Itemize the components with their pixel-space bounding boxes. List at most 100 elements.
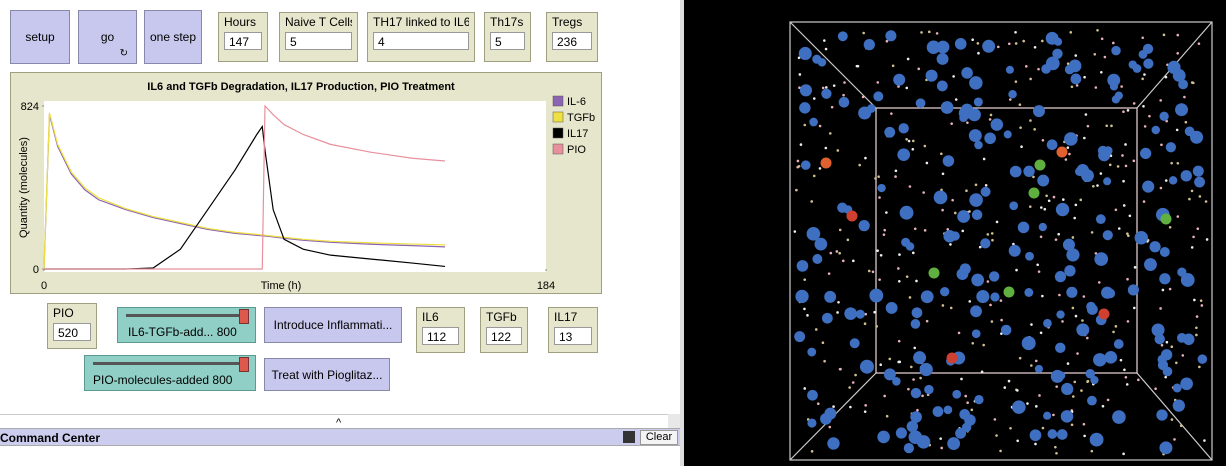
molecule xyxy=(990,320,994,323)
inflammation-button[interactable]: Introduce Inflammati... xyxy=(264,307,402,343)
molecule xyxy=(843,81,846,84)
molecule xyxy=(1179,424,1183,428)
label: Th17s xyxy=(490,15,524,29)
setup-button[interactable]: setup xyxy=(10,10,70,64)
molecule xyxy=(996,45,1000,49)
label: Hours xyxy=(224,15,257,29)
molecule xyxy=(1099,172,1103,175)
molecule xyxy=(882,233,886,236)
cell xyxy=(1043,411,1052,420)
molecule xyxy=(970,408,974,412)
y-tick-label: 824 xyxy=(21,101,39,113)
molecule xyxy=(1096,28,1099,32)
molecule xyxy=(1016,389,1019,392)
legend-swatch xyxy=(552,143,564,155)
molecule xyxy=(842,93,845,97)
molecule xyxy=(803,123,807,127)
molecule xyxy=(923,229,927,232)
molecule xyxy=(863,322,867,325)
cell xyxy=(1190,130,1204,144)
slider[interactable]: PIO-molecules-added 800 xyxy=(84,355,256,391)
molecule xyxy=(876,249,879,252)
molecule xyxy=(960,377,963,381)
expand-icon[interactable] xyxy=(623,431,635,443)
slider-text: PIO-molecules-added 800 xyxy=(93,373,232,387)
molecule xyxy=(982,343,985,347)
molecule xyxy=(951,198,954,202)
cell xyxy=(959,113,968,123)
molecule xyxy=(1093,52,1097,56)
molecule xyxy=(1148,114,1151,118)
molecule xyxy=(912,378,915,381)
molecule xyxy=(1096,184,1099,187)
go-button[interactable]: go ↻ xyxy=(78,10,137,64)
cell xyxy=(961,422,972,433)
molecule xyxy=(885,39,889,43)
monitor: IL6 112 xyxy=(416,307,465,353)
command-center-title: Command Center xyxy=(0,431,101,445)
cell xyxy=(1098,308,1110,320)
molecule xyxy=(1176,215,1180,218)
molecule xyxy=(974,183,978,187)
cell xyxy=(973,97,983,107)
cell xyxy=(1056,310,1065,319)
molecule xyxy=(1188,197,1191,201)
molecule xyxy=(968,210,971,213)
cell xyxy=(1104,350,1118,364)
cell xyxy=(980,186,991,197)
cell xyxy=(1028,187,1040,199)
cell xyxy=(936,40,950,54)
cell xyxy=(1054,271,1067,283)
molecule xyxy=(1132,159,1136,163)
molecule xyxy=(908,185,912,188)
cell xyxy=(976,289,990,304)
label: IL6 xyxy=(422,310,439,324)
molecule xyxy=(1055,451,1058,455)
cell xyxy=(1034,364,1043,373)
molecule xyxy=(907,387,910,391)
molecule xyxy=(1062,198,1065,201)
cell xyxy=(846,210,858,222)
label: go xyxy=(100,30,115,44)
cell xyxy=(1066,248,1080,262)
x-tick-label: 0 xyxy=(41,280,47,292)
molecule xyxy=(878,278,881,281)
cell xyxy=(971,329,981,339)
molecule xyxy=(793,230,797,233)
slider-knob[interactable] xyxy=(239,357,249,372)
molecule xyxy=(1080,389,1083,392)
molecule xyxy=(1074,203,1078,207)
molecule xyxy=(920,31,923,34)
cell xyxy=(1151,125,1160,135)
treat-button[interactable]: Treat with Pioglitaz... xyxy=(264,358,390,391)
molecule xyxy=(1090,449,1094,453)
slider[interactable]: IL6-TGFb-add... 800 xyxy=(117,307,256,343)
molecule xyxy=(939,437,942,440)
molecule xyxy=(863,410,867,413)
toggle[interactable]: ^ xyxy=(336,417,342,429)
molecule xyxy=(905,86,909,90)
cell xyxy=(1024,288,1034,297)
cell xyxy=(1057,371,1066,380)
molecule xyxy=(941,208,944,212)
molecule xyxy=(961,229,965,233)
one-step-button[interactable]: one step xyxy=(144,10,202,64)
molecule xyxy=(1079,198,1083,202)
legend-swatch xyxy=(552,95,564,107)
molecule xyxy=(1141,36,1145,40)
molecule xyxy=(976,42,980,45)
molecule xyxy=(1052,195,1056,199)
molecule xyxy=(1200,304,1204,307)
molecule xyxy=(995,434,998,437)
cell xyxy=(1144,258,1157,271)
value: 5 xyxy=(285,32,352,50)
cell xyxy=(988,271,1000,282)
molecule xyxy=(837,300,840,304)
cell xyxy=(1172,383,1182,393)
cell xyxy=(885,30,897,42)
clear-button[interactable]: Clear xyxy=(640,430,678,445)
slider-knob[interactable] xyxy=(239,309,249,324)
molecule xyxy=(1124,143,1127,146)
molecule xyxy=(1205,238,1209,241)
cell xyxy=(932,406,944,417)
